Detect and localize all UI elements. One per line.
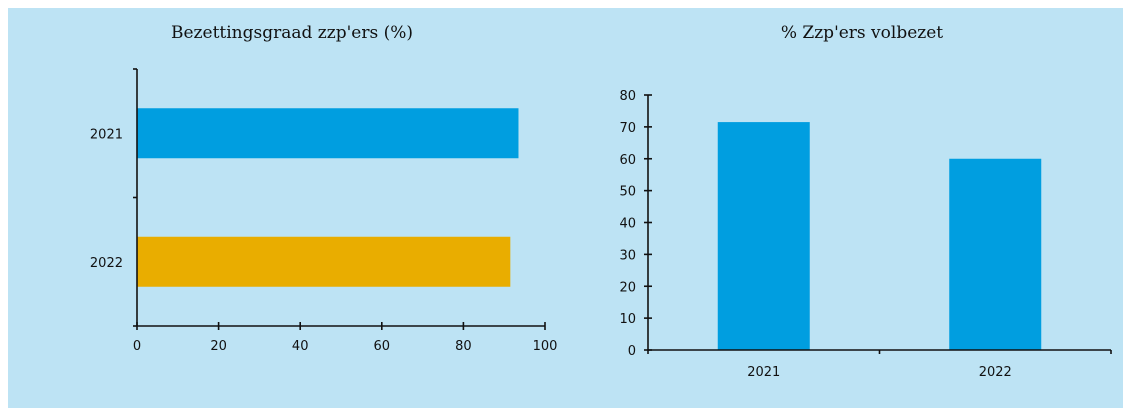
left-category-label: 2021: [90, 127, 123, 142]
left-category-label: 2022: [90, 256, 123, 271]
left-chart-title: Bezettingsgraad zzp'ers (%): [171, 23, 413, 43]
left-x-tick-label: 100: [533, 339, 558, 354]
left-x-tick-label: 0: [133, 339, 141, 354]
left-x-tick-label: 20: [210, 339, 227, 354]
left-x-tick-label: 40: [292, 339, 309, 354]
left-x-tick-label: 80: [455, 339, 472, 354]
left-chart: Bezettingsgraad zzp'ers (%) 2021 2022 0 20 4…: [90, 23, 558, 354]
left-bar-2022: [137, 236, 511, 287]
left-bar-2021: [137, 108, 519, 159]
left-x-tick-label: 60: [374, 339, 391, 354]
chart-panel: [8, 8, 1123, 408]
